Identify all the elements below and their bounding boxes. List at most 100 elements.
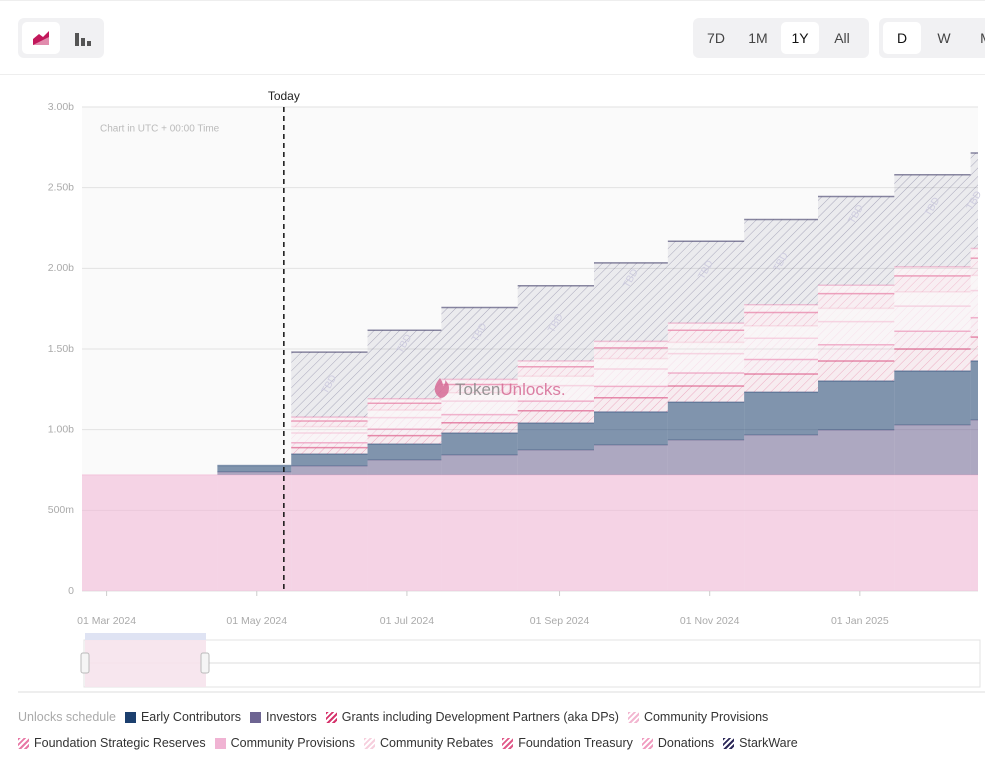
area-step: [441, 422, 518, 434]
area-step: [667, 474, 745, 591]
navigator-scroll[interactable]: [85, 633, 206, 640]
area-step: [818, 321, 895, 345]
area-step: [517, 285, 594, 361]
area-step: [367, 330, 442, 399]
area-step: [517, 410, 594, 424]
area-step: [367, 417, 442, 430]
area-step: [667, 342, 745, 354]
area-step: [217, 474, 292, 591]
area-step: [367, 429, 442, 436]
legend-label: Community Rebates: [379, 736, 494, 750]
area-step: [217, 465, 292, 472]
area-step: [818, 429, 895, 475]
legend-label: Grants including Development Partners (a…: [341, 710, 619, 724]
area-step: [367, 474, 442, 591]
y-tick-label: 0: [68, 585, 74, 597]
timezone-note: Chart in UTC + 00:00 Time: [100, 124, 220, 135]
area-step: [667, 439, 745, 475]
area-step: [291, 352, 368, 418]
area-step: [367, 435, 442, 445]
today-label: Today: [268, 89, 300, 103]
bar-chart-button[interactable]: [64, 22, 102, 54]
legend-item: Foundation Treasury: [502, 734, 633, 752]
area-step: [291, 474, 368, 591]
legend-item: StarkWare: [723, 734, 798, 752]
area-step: [441, 414, 518, 423]
legend-item: Community Rebates: [363, 734, 494, 752]
interval-buttons: DWM: [879, 18, 985, 58]
area-step: [970, 290, 978, 318]
area-step: [291, 447, 368, 455]
area-step: [291, 417, 368, 421]
area-step: [594, 386, 668, 398]
area-step: [594, 369, 668, 387]
x-tick-label: 01 Jul 2024: [380, 615, 434, 627]
range-button[interactable]: 1M: [748, 30, 768, 46]
area-step: [441, 307, 518, 380]
area-step: [818, 344, 895, 361]
area-step: [441, 401, 518, 415]
y-tick-label: 1.50b: [48, 343, 74, 355]
range-button[interactable]: 7D: [707, 30, 725, 46]
area-step: [441, 384, 518, 393]
range-button[interactable]: All: [834, 30, 850, 46]
legend-label: StarkWare: [739, 736, 798, 750]
area-step: [291, 454, 368, 466]
area-step: [970, 337, 978, 361]
area-step: [744, 338, 818, 360]
area-chart-button[interactable]: [22, 22, 60, 54]
interval-button[interactable]: W: [937, 30, 951, 46]
legend-swatch: [641, 737, 653, 749]
area-step: [517, 401, 594, 411]
navigator-selection[interactable]: [85, 640, 206, 687]
legend-swatch: [325, 711, 337, 723]
area-step: [667, 402, 745, 440]
area-step: [667, 373, 745, 386]
area-step: [894, 424, 971, 475]
area-step: [291, 442, 368, 448]
area-step: [970, 419, 978, 475]
top-border: [0, 0, 985, 1]
area-step: [217, 471, 292, 475]
watermark: TokenUnlocks.: [455, 380, 566, 399]
interval-button[interactable]: D: [883, 22, 921, 54]
navigator-handle[interactable]: [80, 652, 90, 674]
watermark-logo: [434, 378, 449, 398]
navigator-handle[interactable]: [200, 652, 210, 674]
legend-label: Community Provisions: [643, 710, 769, 724]
legend-label: Donations: [657, 736, 715, 750]
x-tick-label: 01 Nov 2024: [680, 615, 740, 627]
area-step: [594, 444, 668, 475]
range-buttons: 7D 1M 1Y All: [693, 18, 869, 58]
area-step: [970, 258, 978, 276]
area-step: [744, 312, 818, 326]
area-step: [441, 474, 518, 591]
area-step: [367, 459, 442, 475]
legend-item: Investors: [250, 708, 317, 726]
area-step: [517, 474, 594, 591]
area-step: [667, 323, 745, 331]
separator: [0, 74, 985, 75]
area-step: [594, 411, 668, 445]
legend-swatch: [18, 737, 29, 749]
area-step: [744, 359, 818, 375]
legend-label: Early Contributors: [140, 710, 242, 724]
area-step: [367, 410, 442, 418]
interval-button[interactable]: M: [967, 22, 985, 54]
area-step: [667, 241, 745, 324]
chart: 0 500m 1.00b 1.50b 2.00b 2.50b 3.00b 01 Mar 202…: [18, 89, 985, 693]
area-step: [667, 353, 745, 374]
area-step: [970, 360, 978, 420]
area-step: [594, 474, 668, 591]
range-button[interactable]: 1Y: [781, 22, 819, 54]
area-step: [894, 474, 971, 591]
area-step: [291, 426, 368, 434]
y-tick-label: 1.00b: [48, 423, 74, 435]
legend-item: Donations: [641, 734, 715, 752]
legend-swatch: [502, 737, 514, 749]
legend-item: Early Contributors: [124, 708, 242, 726]
area-step: [594, 262, 668, 342]
bar-icon: [75, 33, 91, 46]
area-step: [441, 379, 518, 385]
area-step: [441, 433, 518, 455]
